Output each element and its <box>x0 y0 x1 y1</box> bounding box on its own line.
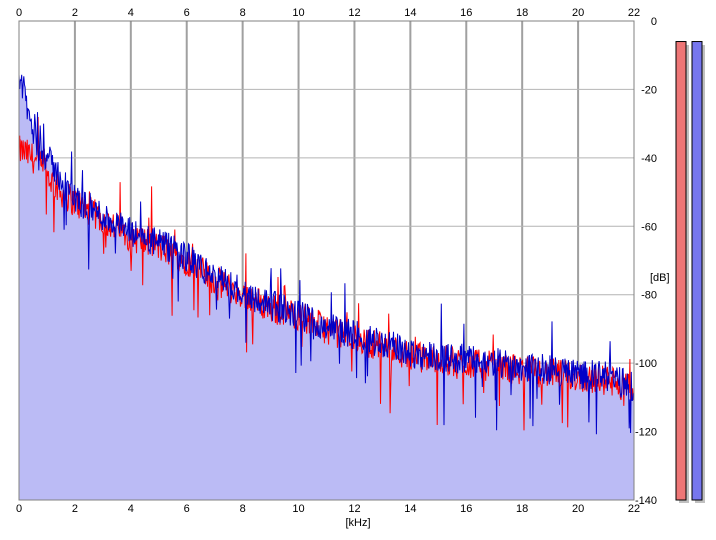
y-tick-label: -80 <box>641 290 657 302</box>
y-tick-label: -120 <box>635 427 657 439</box>
x-tick-label-top: 18 <box>516 7 528 19</box>
plot-border <box>18 20 635 501</box>
x-tick-label-top: 14 <box>404 7 416 19</box>
y-tick-label: -20 <box>641 84 657 96</box>
x-tick-label-top: 22 <box>628 7 640 19</box>
x-tick-label-bottom: 2 <box>72 503 78 515</box>
x-tick-label-bottom: 20 <box>572 503 584 515</box>
x-tick-label-top: 8 <box>240 7 246 19</box>
y-tick-label: -40 <box>641 153 657 165</box>
x-tick-label-bottom: 0 <box>16 503 22 515</box>
x-tick-label-top: 0 <box>16 7 22 19</box>
x-tick-label-bottom: 8 <box>240 503 246 515</box>
x-tick-labels-bottom: 0 2 4 6 8 10 12 14 16 18 20 22 <box>16 503 640 515</box>
x-tick-label-top: 10 <box>292 7 304 19</box>
x-tick-label-top: 6 <box>184 7 190 19</box>
y-tick-label: -140 <box>635 495 657 507</box>
y-tick-labels: 0 -20 -40 -60 -80 -100 -120 -140 <box>635 16 657 507</box>
x-tick-label-bottom: 12 <box>348 503 360 515</box>
x-tick-label-top: 4 <box>128 7 134 19</box>
y-axis-label: [dB] <box>650 272 670 284</box>
x-tick-label-top: 12 <box>348 7 360 19</box>
spectrum-area <box>19 74 634 500</box>
level-meters[interactable] <box>675 41 705 503</box>
series-layer <box>18 74 635 435</box>
y-tick-label: -60 <box>641 221 657 233</box>
x-tick-label-bottom: 4 <box>128 503 134 515</box>
spectrum-fill <box>19 74 634 500</box>
y-tick-label: 0 <box>651 16 657 28</box>
plot-frame <box>18 20 635 501</box>
x-tick-label-bottom: 14 <box>404 503 416 515</box>
series-line-right <box>18 74 635 435</box>
x-axis-label: [kHz] <box>345 517 370 529</box>
x-tick-labels-top: 0 2 4 6 8 10 12 14 16 18 20 22 <box>16 7 640 19</box>
x-tick-label-bottom: 10 <box>292 503 304 515</box>
level-meter-left-bar[interactable] <box>675 41 687 501</box>
x-tick-label-bottom: 16 <box>460 503 472 515</box>
x-tick-label-top: 20 <box>572 7 584 19</box>
x-tick-label-bottom: 6 <box>184 503 190 515</box>
x-tick-label-top: 2 <box>72 7 78 19</box>
x-tick-label-bottom: 18 <box>516 503 528 515</box>
level-meter-right-bar[interactable] <box>691 41 703 501</box>
y-tick-label: -100 <box>635 358 657 370</box>
x-tick-label-bottom: 22 <box>628 503 640 515</box>
x-tick-label-top: 16 <box>460 7 472 19</box>
